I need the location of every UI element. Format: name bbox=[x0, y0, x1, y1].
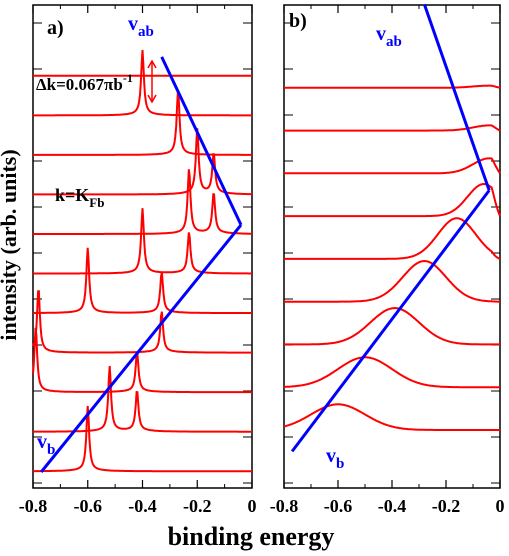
panel-a-dispersion-lines bbox=[40, 56, 243, 473]
dispersion-line-b-v_ab bbox=[422, 3, 491, 191]
panel-b-frame bbox=[283, 4, 501, 489]
panel-a-k-label: k=KFb bbox=[55, 185, 104, 210]
spectrum-curve-a-6 bbox=[33, 169, 252, 235]
panel-a-label: a) bbox=[47, 17, 64, 39]
panel-b-curves bbox=[283, 84, 501, 431]
spectrum-curve-b-0 bbox=[283, 403, 500, 431]
panel-b-ticks bbox=[283, 5, 501, 488]
spectrum-curve-a-8 bbox=[33, 90, 252, 156]
panel-b-v-ab-label: vab bbox=[376, 23, 402, 50]
x-tick-label-a-2: -0.4 bbox=[128, 496, 157, 516]
dispersion-line-b-v_b bbox=[290, 189, 491, 453]
spectrum-curve-b-2 bbox=[284, 307, 500, 346]
x-tick-label-b-3: -0.2 bbox=[432, 496, 461, 516]
panel-a-v-ab-label: vab bbox=[128, 13, 154, 40]
x-tick-label-a-1: -0.6 bbox=[74, 496, 103, 516]
x-tick-label-b-4: 0 bbox=[496, 496, 505, 516]
spectrum-curve-b-1 bbox=[284, 356, 500, 389]
x-tick-labels: -0.8 -0.6 -0.4 -0.2 0 -0.8 -0.6 -0.4 -0.2 0 bbox=[19, 496, 505, 516]
panel-b-dispersion-lines bbox=[290, 3, 491, 453]
spectrum-curve-b-8 bbox=[284, 84, 501, 89]
spectrum-curve-a-1 bbox=[33, 365, 252, 433]
x-tick-label-b-2: -0.4 bbox=[378, 496, 407, 516]
spectrum-curve-a-5 bbox=[33, 208, 252, 275]
x-tick-label-a-4: 0 bbox=[248, 496, 257, 516]
spectrum-curve-b-6 bbox=[284, 157, 501, 175]
spectrum-curve-a-0 bbox=[33, 405, 252, 473]
spectrum-curve-b-3 bbox=[284, 259, 500, 303]
x-tick-label-a-0: -0.8 bbox=[19, 496, 48, 516]
panel-a-dk-arrow bbox=[147, 59, 157, 104]
spectrum-curve-b-7 bbox=[284, 124, 501, 132]
panel-a-ticks bbox=[32, 5, 253, 488]
x-tick-label-a-3: -0.2 bbox=[183, 496, 212, 516]
spectrum-curve-a-4 bbox=[33, 247, 252, 314]
panel-b: b) vab vb bbox=[283, 3, 501, 489]
panel-b-label: b) bbox=[289, 10, 307, 32]
panel-a-curves bbox=[32, 50, 253, 473]
x-tick-label-b-1: -0.6 bbox=[324, 496, 353, 516]
dispersion-line-a-v_b bbox=[40, 223, 243, 473]
y-axis-label: intensity (arb. units) bbox=[0, 149, 21, 340]
spectrum-curve-a-9 bbox=[33, 50, 252, 117]
panel-a-v-b-label: vb bbox=[37, 431, 55, 458]
panel-a: a) vab vb k=KFb Δk=0.067πb-1 bbox=[32, 4, 253, 489]
spectrum-curve-b-4 bbox=[284, 217, 501, 260]
dispersion-line-a-v_ab bbox=[160, 56, 243, 226]
panel-b-v-b-label: vb bbox=[326, 445, 344, 472]
x-tick-label-b-0: -0.8 bbox=[270, 496, 299, 516]
panel-a-dk-label: Δk=0.067πb-1 bbox=[36, 71, 133, 94]
x-axis-label: binding energy bbox=[168, 522, 335, 551]
spectrum-curve-a-2 bbox=[32, 327, 252, 394]
spectrum-curve-a-3 bbox=[32, 290, 252, 354]
spectrum-curve-b-5 bbox=[284, 183, 501, 218]
